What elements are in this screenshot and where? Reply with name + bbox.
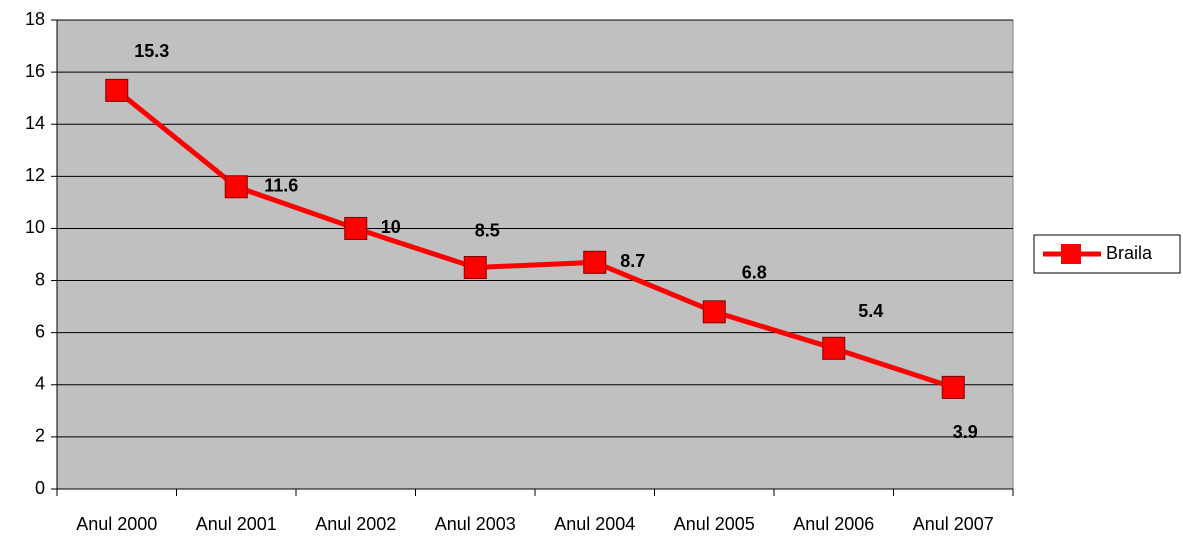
y-tick-label: 4 — [35, 374, 45, 394]
legend-label: Braila — [1106, 243, 1153, 263]
marker — [224, 175, 248, 199]
marker — [105, 78, 129, 102]
data-label: 10 — [381, 217, 401, 237]
y-tick-label: 12 — [25, 165, 45, 185]
data-label: 5.4 — [858, 301, 883, 321]
x-tick-label: Anul 2004 — [554, 514, 635, 534]
y-tick-label: 10 — [25, 217, 45, 237]
plot-area — [56, 19, 1014, 490]
data-label: 3.9 — [953, 422, 978, 442]
x-tick-label: Anul 2007 — [913, 514, 994, 534]
x-tick-label: Anul 2003 — [435, 514, 516, 534]
data-label: 8.7 — [620, 251, 645, 271]
marker — [941, 375, 965, 399]
marker — [702, 300, 726, 324]
x-tick-label: Anul 2006 — [793, 514, 874, 534]
marker — [822, 336, 846, 360]
y-tick-label: 0 — [35, 478, 45, 498]
y-tick-label: 6 — [35, 321, 45, 341]
x-tick-label: Anul 2001 — [196, 514, 277, 534]
x-tick-label: Anul 2000 — [76, 514, 157, 534]
y-tick-label: 18 — [25, 9, 45, 29]
series-line — [115, 88, 955, 390]
y-tick-label: 16 — [25, 61, 45, 81]
data-label: 8.5 — [475, 220, 500, 240]
x-tick-label: Anul 2002 — [315, 514, 396, 534]
y-tick-label: 8 — [35, 269, 45, 289]
legend-marker — [1061, 244, 1081, 264]
x-tick-label: Anul 2005 — [674, 514, 755, 534]
y-tick-label: 14 — [25, 113, 45, 133]
data-label: 6.8 — [742, 263, 767, 283]
marker — [583, 250, 607, 274]
marker — [344, 216, 368, 240]
data-label: 11.6 — [264, 176, 298, 196]
y-tick-label: 2 — [35, 426, 45, 446]
data-label: 15.3 — [134, 41, 169, 61]
marker — [463, 256, 487, 280]
